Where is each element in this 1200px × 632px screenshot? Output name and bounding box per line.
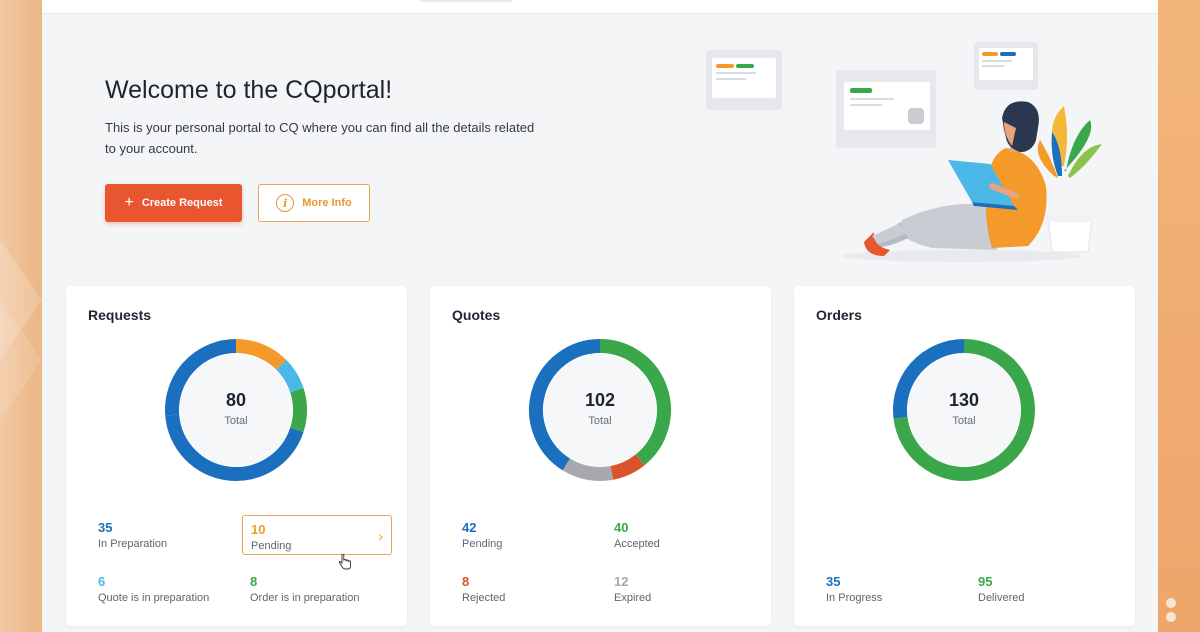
welcome-text: This is your personal portal to CQ where… xyxy=(105,120,535,156)
stat-quote-in-preparation[interactable]: 6 Quote is in preparation xyxy=(90,568,240,608)
donut-segment xyxy=(276,359,304,393)
stat-value: 35 xyxy=(98,520,113,535)
donut-inner xyxy=(908,354,1020,466)
create-request-label: Create Request xyxy=(141,197,223,209)
stat-label: Delivered xyxy=(978,592,1025,604)
more-info-button[interactable]: i More Info xyxy=(258,184,370,222)
quotes-donut-chart xyxy=(529,339,671,481)
background-shape xyxy=(0,240,42,360)
stat-label: Accepted xyxy=(614,538,660,550)
stat-accepted[interactable]: 40 Accepted xyxy=(606,514,756,554)
tab-indicator xyxy=(420,0,512,2)
stat-in-progress[interactable]: 35 In Progress xyxy=(818,568,968,608)
stat-rejected[interactable]: 8 Rejected xyxy=(454,568,604,608)
donut-total-label: Total xyxy=(588,414,612,427)
stat-label: In Progress xyxy=(826,592,883,604)
plus-icon: + xyxy=(124,194,134,211)
stat-pending[interactable]: 42 Pending xyxy=(454,514,604,554)
quotes-card: Quotes 102 Total 42 Pending 40 Accepted … xyxy=(430,286,771,626)
orders-donut-chart xyxy=(893,339,1035,481)
stat-label: Rejected xyxy=(462,592,506,604)
donut-segment xyxy=(610,454,645,480)
chevron-right-icon: › xyxy=(378,528,383,544)
donut-segment xyxy=(165,339,237,416)
dots-decoration xyxy=(1166,598,1176,626)
hand-cursor-icon xyxy=(338,554,351,570)
donut-segment xyxy=(893,339,965,419)
donut-segment xyxy=(893,339,1035,481)
donut-total-label: Total xyxy=(224,414,248,427)
donut-segment xyxy=(599,339,671,466)
stat-delivered[interactable]: 95 Delivered xyxy=(970,568,1120,608)
donut-total: 80 xyxy=(225,389,247,410)
stat-pending[interactable]: 10 Pending › xyxy=(242,515,392,555)
top-bar xyxy=(42,0,1158,14)
stat-label: Pending xyxy=(251,540,292,552)
orders-card: Orders 130 Total 35 In Progress 95 Deliv… xyxy=(794,286,1135,626)
page-title: Welcome to the CQportal! xyxy=(105,76,393,104)
more-info-label: More Info xyxy=(302,197,352,209)
card-title: Requests xyxy=(88,307,152,323)
donut-segment xyxy=(290,388,307,432)
stat-value: 35 xyxy=(826,574,841,589)
welcome-illustration xyxy=(706,42,1102,262)
stat-value: 10 xyxy=(251,522,266,537)
stat-in-preparation[interactable]: 35 In Preparation xyxy=(90,514,240,554)
donut-total-label: Total xyxy=(952,414,976,427)
donut-segment xyxy=(165,414,304,481)
requests-card: Requests 80 Total 35 In Preparation 10 P… xyxy=(66,286,407,626)
card-title: Quotes xyxy=(452,307,501,323)
stat-value: 40 xyxy=(614,520,629,535)
stat-expired[interactable]: 12 Expired xyxy=(606,568,756,608)
donut-inner xyxy=(544,354,656,466)
stat-label: Quote is in preparation xyxy=(98,592,210,604)
requests-donut-chart xyxy=(165,339,307,481)
donut-segment xyxy=(562,458,614,481)
stat-order-in-preparation[interactable]: 8 Order is in preparation xyxy=(242,568,392,608)
stat-value: 95 xyxy=(978,574,993,589)
stat-value: 12 xyxy=(614,574,629,589)
stat-label: Expired xyxy=(614,592,652,604)
portal-app: Welcome to the CQportal! This is your pe… xyxy=(42,0,1158,632)
donut-segment xyxy=(529,339,601,471)
stat-label: In Preparation xyxy=(98,538,168,550)
info-icon: i xyxy=(276,194,295,212)
card-title: Orders xyxy=(816,307,862,323)
stat-value: 6 xyxy=(98,574,106,589)
stat-value: 8 xyxy=(250,574,258,589)
donut-total: 102 xyxy=(584,389,616,410)
donut-total: 130 xyxy=(948,389,980,410)
stat-value: 42 xyxy=(462,520,477,535)
stat-label: Order is in preparation xyxy=(250,592,360,604)
stat-value: 8 xyxy=(462,574,470,589)
create-request-button[interactable]: + Create Request xyxy=(105,184,242,222)
donut-inner xyxy=(180,354,292,466)
background-right xyxy=(1158,0,1200,632)
stat-label: Pending xyxy=(462,538,503,550)
background-shape xyxy=(0,300,42,420)
donut-segment xyxy=(235,339,287,370)
